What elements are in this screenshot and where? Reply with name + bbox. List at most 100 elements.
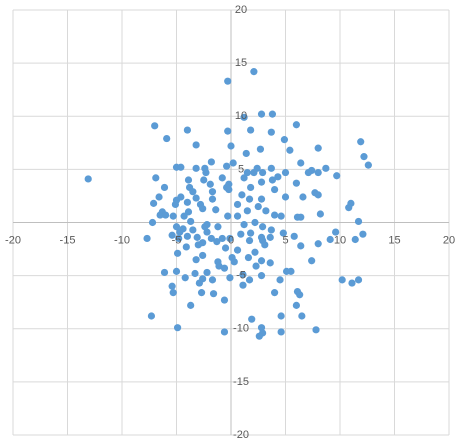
point — [364, 161, 372, 169]
point — [202, 168, 210, 177]
point — [233, 246, 242, 254]
point — [359, 230, 367, 238]
point — [242, 149, 250, 158]
point — [218, 234, 226, 243]
point — [245, 195, 254, 203]
x-tick-label: 5 — [282, 234, 288, 246]
point — [276, 276, 284, 284]
point — [193, 233, 201, 241]
point — [163, 134, 171, 143]
point — [208, 195, 217, 203]
point — [226, 274, 234, 282]
point — [199, 205, 207, 213]
point — [322, 164, 330, 172]
point — [244, 253, 253, 262]
point — [266, 233, 274, 241]
point — [286, 146, 294, 154]
point — [345, 204, 353, 212]
point — [151, 122, 159, 130]
point — [240, 113, 248, 121]
x-tick-label: -20 — [5, 234, 21, 246]
point — [84, 175, 92, 183]
point — [280, 136, 289, 144]
point — [195, 279, 203, 287]
point — [354, 217, 363, 226]
point — [271, 185, 279, 194]
point — [298, 312, 306, 320]
y-tick-label: -10 — [233, 323, 249, 335]
x-tick-label: 0 — [228, 234, 234, 246]
point — [267, 128, 275, 136]
x-tick-label: -15 — [60, 234, 76, 246]
point — [172, 267, 181, 275]
point — [296, 291, 304, 299]
point — [281, 193, 290, 201]
point — [206, 180, 214, 188]
point — [148, 218, 157, 227]
point — [182, 243, 190, 251]
point — [245, 276, 254, 284]
point — [314, 240, 322, 248]
point — [257, 272, 266, 280]
point — [267, 226, 275, 234]
point — [189, 226, 197, 234]
point — [333, 172, 341, 180]
point — [314, 191, 322, 199]
point — [152, 174, 160, 182]
point — [183, 232, 191, 240]
point — [162, 211, 170, 219]
point — [212, 206, 220, 214]
point — [277, 328, 285, 336]
point — [239, 281, 247, 289]
point — [256, 145, 265, 153]
point — [248, 315, 256, 323]
point — [314, 144, 322, 152]
point — [208, 188, 217, 196]
point — [259, 223, 267, 231]
point — [181, 274, 189, 282]
point — [192, 141, 200, 149]
point — [207, 234, 215, 243]
x-tick-label: -10 — [114, 234, 130, 246]
point — [279, 229, 287, 237]
point — [187, 301, 195, 309]
point — [259, 168, 267, 177]
point — [271, 289, 279, 297]
point — [220, 296, 229, 304]
point — [290, 232, 298, 240]
point — [360, 153, 368, 161]
point — [160, 183, 169, 192]
point — [220, 264, 229, 272]
point — [267, 164, 275, 172]
point — [192, 194, 200, 202]
point — [316, 210, 324, 218]
point — [354, 276, 363, 284]
point — [224, 127, 232, 135]
point — [237, 230, 245, 238]
point — [304, 168, 312, 177]
point — [240, 174, 248, 182]
x-tick-label: 10 — [334, 234, 346, 246]
point — [287, 267, 295, 275]
point — [208, 276, 217, 284]
point — [209, 290, 218, 298]
point — [176, 228, 184, 236]
point — [268, 110, 277, 118]
point — [169, 212, 177, 220]
point — [160, 268, 169, 277]
point — [238, 191, 246, 199]
y-tick-label: 15 — [235, 57, 247, 69]
point — [226, 234, 234, 243]
point — [203, 228, 211, 236]
point — [194, 241, 202, 249]
point — [277, 212, 285, 220]
point — [197, 289, 206, 297]
point — [251, 248, 259, 256]
point — [277, 312, 285, 320]
point — [299, 193, 307, 201]
point — [168, 231, 176, 239]
point — [239, 270, 247, 279]
point — [203, 268, 211, 277]
